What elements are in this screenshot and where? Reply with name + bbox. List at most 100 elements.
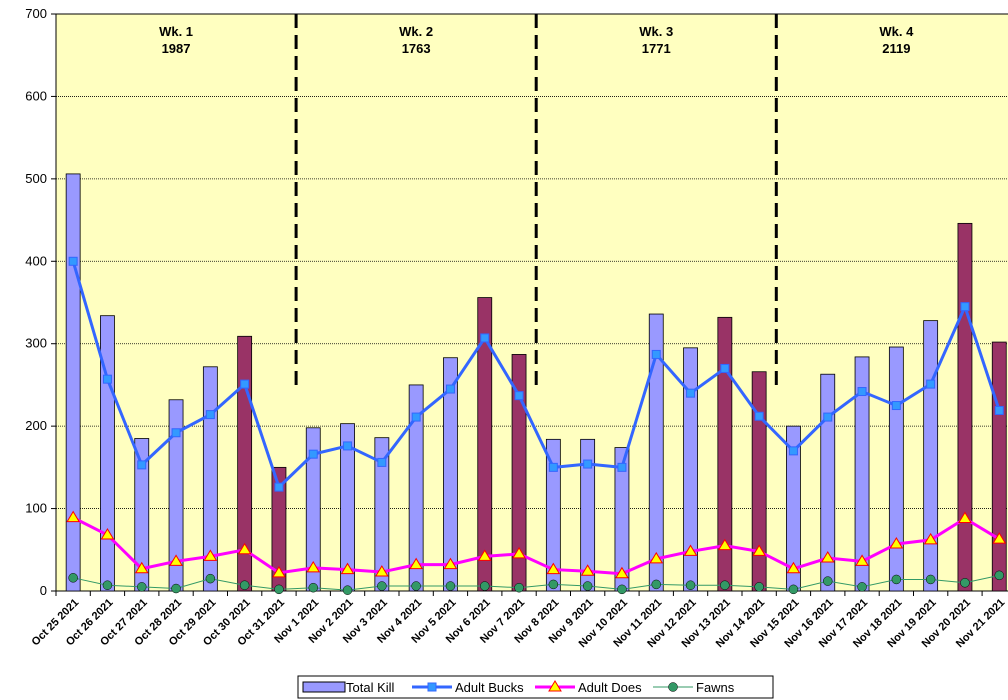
bar: [202, 366, 218, 592]
marker: [480, 333, 490, 343]
marker: [68, 256, 78, 266]
marker: [548, 579, 559, 590]
marker: [891, 401, 901, 411]
y-tick-label: 100: [25, 501, 47, 516]
line: [73, 574, 1000, 591]
bar: [237, 335, 253, 592]
marker: [891, 574, 902, 585]
marker: [171, 583, 181, 594]
marker: [274, 482, 284, 492]
week-total: 1771: [642, 41, 671, 56]
marker: [137, 460, 147, 470]
marker: [445, 384, 455, 394]
marker: [925, 574, 936, 585]
marker: [580, 564, 595, 576]
marker: [205, 573, 216, 584]
legend-label: Total Kill: [346, 680, 395, 695]
marker: [134, 561, 149, 574]
marker: [411, 412, 421, 422]
marker: [343, 441, 353, 451]
marker: [754, 411, 764, 421]
marker: [686, 388, 696, 398]
marker: [994, 570, 1004, 581]
week-label: Wk. 1: [159, 24, 193, 39]
bar: [717, 316, 733, 592]
marker: [617, 584, 627, 595]
marker: [960, 578, 970, 588]
marker: [615, 566, 629, 579]
marker: [583, 459, 593, 469]
marker: [651, 579, 661, 590]
bar: [991, 341, 1007, 592]
bar: [957, 222, 973, 592]
marker: [857, 582, 867, 592]
marker: [239, 580, 250, 590]
week-total: 2119: [882, 41, 910, 56]
marker: [480, 581, 490, 591]
marker: [788, 446, 798, 456]
marker: [923, 532, 938, 545]
legend-label: Adult Does: [578, 680, 642, 695]
marker: [374, 565, 389, 577]
marker: [649, 551, 664, 564]
bar: [923, 320, 939, 592]
y-tick-label: 300: [25, 336, 47, 351]
marker: [548, 462, 558, 472]
marker: [992, 532, 1007, 544]
marker: [68, 573, 78, 583]
marker: [477, 549, 492, 561]
legend: Total Kill Adult Bucks Adult Does Fawns: [297, 675, 774, 699]
marker: [205, 410, 215, 420]
y-tick-label: 500: [25, 171, 47, 186]
marker: [427, 682, 437, 692]
y-tick-label: 200: [25, 418, 47, 433]
bar: [374, 437, 390, 592]
marker: [857, 387, 867, 397]
bar: [888, 346, 904, 592]
marker: [306, 560, 321, 573]
marker: [651, 349, 661, 359]
marker: [889, 537, 904, 549]
marker: [274, 584, 284, 595]
marker: [668, 682, 678, 692]
marker: [137, 582, 147, 592]
marker: [445, 581, 456, 591]
marker: [100, 527, 115, 540]
marker: [66, 510, 81, 523]
marker: [514, 391, 524, 401]
marker: [203, 549, 218, 561]
y-tick-label: 600: [25, 88, 47, 103]
legend-label: Fawns: [696, 680, 735, 695]
marker: [582, 581, 593, 591]
marker: [994, 405, 1004, 415]
bar: [477, 297, 493, 592]
marker: [308, 449, 318, 459]
legend-label: Adult Bucks: [455, 680, 524, 695]
marker: [512, 546, 526, 559]
marker: [411, 581, 421, 591]
marker: [958, 511, 972, 523]
marker: [720, 363, 730, 373]
marker: [340, 562, 355, 575]
marker: [548, 680, 562, 692]
marker: [926, 379, 936, 389]
bar: [580, 438, 596, 592]
marker: [754, 582, 764, 592]
marker: [377, 457, 387, 467]
week-label: Wk. 2: [399, 24, 433, 39]
marker: [377, 581, 387, 591]
marker: [685, 580, 696, 590]
marker: [617, 462, 627, 472]
marker: [717, 538, 732, 551]
marker: [514, 582, 524, 593]
y-tick-label: 0: [40, 583, 47, 598]
bar: [545, 438, 561, 592]
line: [71, 260, 1001, 490]
week-label: Wk. 4: [879, 24, 914, 39]
marker: [960, 302, 970, 312]
marker: [102, 580, 113, 590]
bar: [648, 313, 664, 592]
marker: [786, 561, 801, 574]
y-tick-label: 700: [25, 6, 47, 21]
